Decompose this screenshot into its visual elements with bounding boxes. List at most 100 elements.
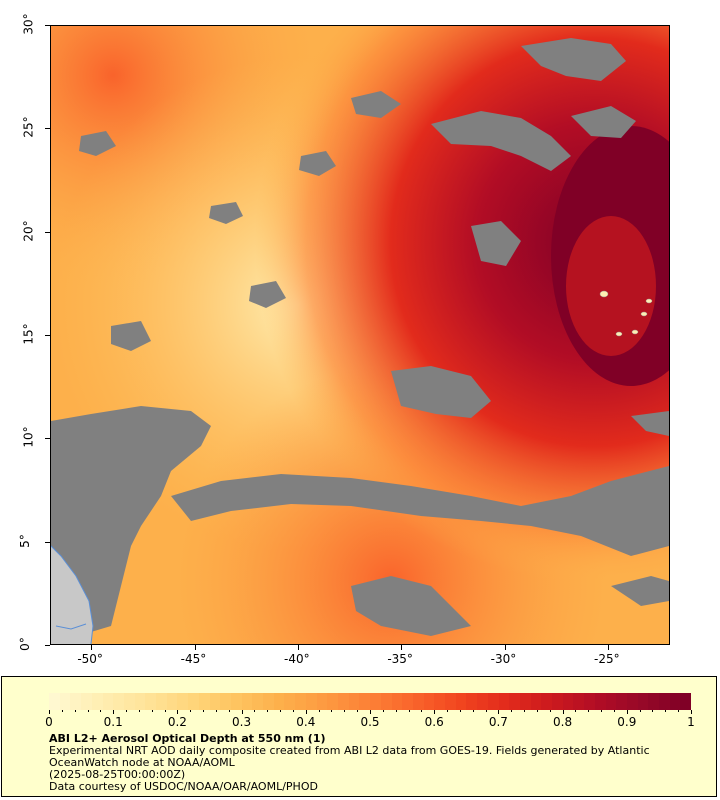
colorbar-segment (123, 693, 135, 710)
colorbar-segment (284, 693, 296, 710)
colorbar-segment (519, 693, 531, 710)
colorbar-segment (498, 693, 510, 710)
colorbar-segment (348, 693, 360, 710)
colorbar-minor-tick (588, 710, 590, 712)
colorbar-minor-tick (639, 710, 641, 712)
colorbar-segment (455, 693, 467, 710)
aod-map-canvas (51, 26, 669, 644)
colorbar-segment (423, 693, 435, 710)
lon-tick-label: -30° (490, 652, 517, 666)
colorbar-segment (209, 693, 221, 710)
colorbar-tick-label: 0.4 (296, 715, 316, 729)
colorbar-minor-tick (357, 710, 359, 712)
colorbar-segment (391, 693, 403, 710)
colorbar-minor-tick (331, 710, 333, 712)
colorbar-segment (605, 693, 617, 710)
colorbar-segment (263, 693, 274, 710)
legend-description-line2: OceanWatch node at NOAA/AOML (49, 756, 235, 769)
lon-tick-mark (194, 645, 196, 650)
colorbar-segment (91, 693, 103, 710)
lat-tick-mark (45, 231, 50, 233)
colorbar-segment (134, 693, 146, 710)
colorbar-tick-mark (626, 710, 628, 714)
colorbar-tick-mark (498, 710, 500, 714)
lon-tick-mark (504, 645, 506, 650)
colorbar-tick-mark (691, 710, 692, 714)
colorbar-segment (230, 693, 242, 710)
colorbar-tick-mark (241, 710, 243, 714)
lat-tick-mark (45, 438, 50, 440)
colorbar-minor-tick (408, 710, 410, 712)
colorbar-minor-tick (228, 710, 230, 712)
river-line (55, 623, 87, 630)
legend-credit: Data courtesy of USDOC/NOAA/OAR/AOML/PHO… (49, 780, 318, 793)
colorbar-segment (487, 693, 499, 710)
colorbar-segment (81, 693, 92, 710)
colorbar-segment (648, 693, 660, 710)
legend-text: ABI L2+ Aerosol Optical Depth at 550 nm … (49, 733, 709, 793)
colorbar-minor-tick (87, 710, 89, 712)
colorbar-minor-tick (203, 710, 205, 712)
colorbar-segment (220, 693, 231, 710)
legend-date: (2025-08-25T00:00:00Z) (49, 768, 186, 781)
colorbar-tick-label: 0.8 (553, 715, 573, 729)
colorbar-minor-tick (459, 710, 461, 712)
colorbar-minor-tick (575, 710, 577, 712)
colorbar-segment (616, 693, 627, 710)
colorbar-minor-tick (344, 710, 346, 712)
colorbar-tick-mark (305, 710, 307, 714)
colorbar-tick-mark (434, 710, 436, 714)
colorbar-tick-label: 0.1 (103, 715, 123, 729)
colorbar-minor-tick (524, 710, 526, 712)
colorbar-tick-label: 0.6 (424, 715, 444, 729)
colorbar-minor-tick (613, 710, 615, 712)
colorbar-tick-label: 0.9 (617, 715, 637, 729)
colorbar-minor-tick (151, 710, 153, 712)
lon-tick-mark (91, 645, 93, 650)
colorbar-segment (241, 693, 253, 710)
lat-tick-label: 15° (21, 323, 36, 345)
colorbar-segment (552, 693, 563, 710)
colorbar-segment (370, 693, 381, 710)
colorbar-segment (273, 693, 285, 710)
colorbar-minor-tick (447, 710, 449, 712)
colorbar-segment (573, 693, 585, 710)
colorbar-segment (380, 693, 392, 710)
colorbar-minor-tick (318, 710, 320, 712)
colorbar-segment (562, 693, 574, 710)
colorbar-minor-tick (292, 710, 294, 712)
colorbar-tick-mark (370, 710, 371, 714)
colorbar-segment (466, 693, 478, 710)
lon-tick-label: -50° (77, 652, 103, 666)
colorbar-minor-tick (485, 710, 487, 712)
colorbar-segment (359, 693, 371, 710)
colorbar-segment (102, 693, 114, 710)
lat-tick-mark (45, 25, 50, 26)
colorbar-minor-tick (536, 710, 538, 712)
lat-tick-label: 5° (17, 533, 32, 548)
colorbar-segment (530, 693, 542, 710)
colorbar-segment (402, 693, 413, 710)
colorbar-segment (327, 693, 338, 710)
colorbar (49, 693, 692, 710)
lat-tick-label: 10° (21, 426, 36, 448)
lon-tick-mark (401, 645, 403, 650)
lon-tick-label: -35° (387, 652, 413, 666)
colorbar-segment (166, 693, 178, 710)
lon-tick-label: -40° (284, 652, 310, 666)
colorbar-tick-mark (562, 710, 564, 714)
colorbar-segment (594, 693, 606, 710)
colorbar-segment (70, 693, 82, 710)
lat-tick-label: 30° (21, 13, 36, 35)
colorbar-segment (680, 693, 692, 710)
no-data-regions (51, 38, 669, 644)
colorbar-minor-tick (472, 710, 474, 712)
lat-tick-mark (45, 128, 50, 130)
colorbar-segment (198, 693, 210, 710)
colorbar-segment (156, 693, 167, 710)
lat-tick-mark (45, 645, 50, 646)
colorbar-segment (188, 693, 199, 710)
colorbar-segment (49, 693, 60, 710)
colorbar-minor-tick (652, 710, 654, 712)
colorbar-tick-label: 1 (687, 715, 695, 729)
